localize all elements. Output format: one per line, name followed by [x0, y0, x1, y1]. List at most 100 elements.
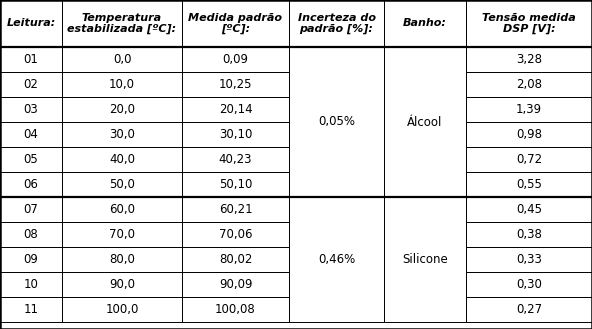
Text: 05: 05 [24, 153, 38, 166]
Text: 50,10: 50,10 [219, 178, 252, 191]
Text: 80,02: 80,02 [219, 253, 252, 266]
Text: 80,0: 80,0 [109, 253, 135, 266]
Text: Tensão medida
DSP [V]:: Tensão medida DSP [V]: [482, 13, 576, 35]
Bar [62, 297, 182, 322]
Text: 09: 09 [24, 253, 38, 266]
Text: Leitura:: Leitura: [7, 18, 56, 29]
Bar [466, 297, 592, 322]
Bar [62, 197, 182, 222]
Bar [384, 47, 466, 197]
Text: 02: 02 [24, 78, 38, 91]
Text: 60,21: 60,21 [218, 203, 252, 216]
Text: 90,0: 90,0 [109, 278, 135, 291]
Text: 30,0: 30,0 [109, 128, 135, 141]
Bar [62, 122, 182, 147]
Bar [182, 247, 289, 272]
Text: 0,45: 0,45 [516, 203, 542, 216]
Text: 40,23: 40,23 [219, 153, 252, 166]
Bar [466, 247, 592, 272]
Text: 40,0: 40,0 [109, 153, 135, 166]
Bar [62, 222, 182, 247]
Text: 0,55: 0,55 [516, 178, 542, 191]
Bar [466, 197, 592, 222]
Text: 0,0: 0,0 [112, 53, 131, 66]
Text: Silicone: Silicone [402, 253, 448, 266]
Text: 70,0: 70,0 [109, 228, 135, 241]
Bar [289, 0, 384, 47]
Bar [0, 272, 62, 297]
Text: 100,0: 100,0 [105, 303, 139, 316]
Text: 08: 08 [24, 228, 38, 241]
Bar [182, 297, 289, 322]
Bar [0, 172, 62, 197]
Bar [384, 197, 466, 322]
Bar [289, 197, 384, 322]
Text: 0,38: 0,38 [516, 228, 542, 241]
Bar [182, 47, 289, 72]
Bar [466, 122, 592, 147]
Text: 10,25: 10,25 [219, 78, 252, 91]
Text: 0,33: 0,33 [516, 253, 542, 266]
Bar [0, 247, 62, 272]
Bar [182, 222, 289, 247]
Text: 60,0: 60,0 [109, 203, 135, 216]
Text: Banho:: Banho: [403, 18, 447, 29]
Bar [466, 172, 592, 197]
Bar [0, 147, 62, 172]
Bar [384, 0, 466, 47]
Text: 50,0: 50,0 [109, 178, 135, 191]
Bar [182, 147, 289, 172]
Bar [62, 47, 182, 72]
Text: 06: 06 [24, 178, 38, 191]
Bar [466, 97, 592, 122]
Text: 1,39: 1,39 [516, 103, 542, 116]
Bar [0, 0, 62, 47]
Bar [466, 222, 592, 247]
Bar [62, 72, 182, 97]
Bar [0, 222, 62, 247]
Bar [62, 247, 182, 272]
Bar [0, 197, 62, 222]
Text: 0,27: 0,27 [516, 303, 542, 316]
Bar [182, 197, 289, 222]
Bar [182, 72, 289, 97]
Text: 0,46%: 0,46% [318, 253, 355, 266]
Text: 11: 11 [24, 303, 38, 316]
Text: 90,09: 90,09 [219, 278, 252, 291]
Bar [0, 122, 62, 147]
Text: 0,09: 0,09 [223, 53, 249, 66]
Text: Incerteza do
padrão [%]:: Incerteza do padrão [%]: [298, 13, 375, 35]
Bar [0, 47, 62, 72]
Bar [182, 272, 289, 297]
Text: 0,30: 0,30 [516, 278, 542, 291]
Bar [182, 97, 289, 122]
Text: Temperatura
estabilizada [ºC]:: Temperatura estabilizada [ºC]: [67, 13, 176, 35]
Text: Medida padrão
[ºC]:: Medida padrão [ºC]: [188, 13, 282, 35]
Bar [0, 297, 62, 322]
Bar [62, 97, 182, 122]
Bar [182, 172, 289, 197]
Text: 30,10: 30,10 [219, 128, 252, 141]
Text: 0,05%: 0,05% [318, 115, 355, 129]
Text: 2,08: 2,08 [516, 78, 542, 91]
Bar [289, 47, 384, 197]
Text: 20,0: 20,0 [109, 103, 135, 116]
Bar [62, 172, 182, 197]
Text: 20,14: 20,14 [218, 103, 252, 116]
Text: 0,72: 0,72 [516, 153, 542, 166]
Bar [466, 0, 592, 47]
Text: 03: 03 [24, 103, 38, 116]
Bar [182, 122, 289, 147]
Text: 07: 07 [24, 203, 38, 216]
Text: Álcool: Álcool [407, 115, 443, 129]
Text: 01: 01 [24, 53, 38, 66]
Bar [466, 47, 592, 72]
Bar [62, 272, 182, 297]
Bar [466, 272, 592, 297]
Bar [62, 0, 182, 47]
Text: 70,06: 70,06 [219, 228, 252, 241]
Text: 0,98: 0,98 [516, 128, 542, 141]
Bar [466, 147, 592, 172]
Text: 10,0: 10,0 [109, 78, 135, 91]
Text: 10: 10 [24, 278, 38, 291]
